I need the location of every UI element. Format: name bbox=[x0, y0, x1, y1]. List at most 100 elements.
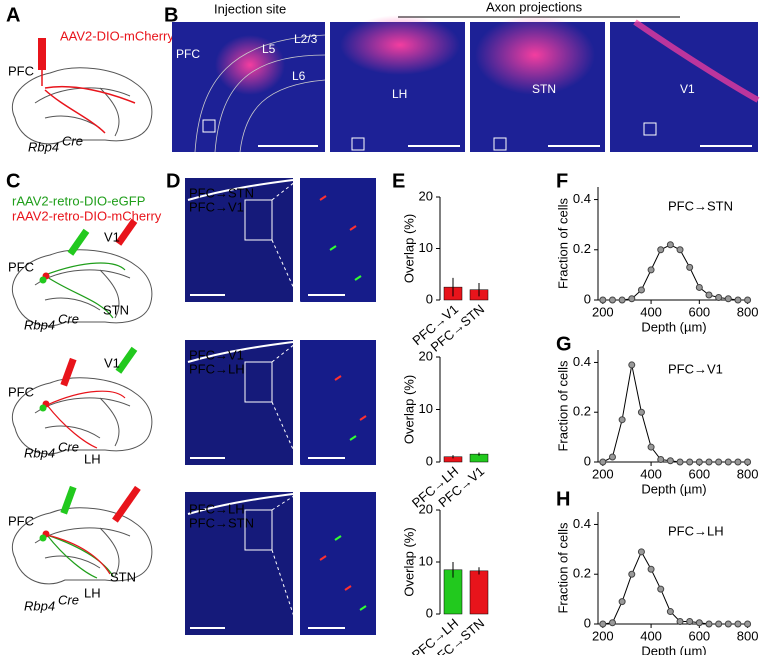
panel-letter: H bbox=[556, 488, 570, 510]
x-axis-label: Depth (µm) bbox=[641, 643, 706, 655]
region-label: V1 bbox=[104, 229, 120, 244]
y-axis-label: Overlap (%) bbox=[401, 527, 416, 596]
line bbox=[602, 364, 748, 463]
point bbox=[637, 286, 645, 294]
region-label: PFC bbox=[8, 513, 34, 528]
region-label: PFC bbox=[8, 63, 34, 78]
brain-sketch bbox=[11, 346, 153, 455]
y-tick-label: 10 bbox=[419, 240, 433, 255]
region-label: LH bbox=[84, 585, 101, 600]
y-tick-label: 0 bbox=[584, 291, 591, 306]
point bbox=[705, 291, 713, 299]
point bbox=[724, 458, 732, 466]
point bbox=[734, 296, 742, 304]
point bbox=[657, 456, 665, 464]
region-label: PFC bbox=[8, 384, 34, 399]
panel-letter: C bbox=[6, 170, 20, 192]
point bbox=[734, 458, 742, 466]
point bbox=[618, 296, 626, 304]
point bbox=[599, 620, 607, 628]
region-label: STN bbox=[110, 569, 136, 584]
point bbox=[608, 453, 616, 461]
region-label: PFC bbox=[176, 47, 200, 61]
mouse-sup: Cre bbox=[58, 592, 79, 607]
point bbox=[599, 296, 607, 304]
mouse-sup: Cre bbox=[62, 133, 83, 148]
header: Injection site bbox=[214, 1, 286, 16]
mouse-sup: Cre bbox=[58, 311, 79, 326]
y-tick-label: 0 bbox=[426, 453, 433, 468]
point bbox=[744, 458, 752, 466]
point bbox=[695, 619, 703, 627]
y-axis-label: Fraction of cells bbox=[555, 360, 570, 452]
point bbox=[637, 408, 645, 416]
point bbox=[637, 548, 645, 556]
panel-letter: D bbox=[166, 170, 180, 192]
point bbox=[715, 293, 723, 301]
y-tick-label: 0 bbox=[584, 615, 591, 630]
point bbox=[618, 416, 626, 424]
point bbox=[734, 620, 742, 628]
label-green: PFC→STN bbox=[189, 185, 254, 200]
y-tick-label: 20 bbox=[419, 501, 433, 516]
y-axis-label: Fraction of cells bbox=[555, 197, 570, 289]
x-tick-label: 600 bbox=[688, 304, 710, 319]
point bbox=[666, 457, 674, 465]
x-axis-label: Depth (µm) bbox=[641, 319, 706, 334]
brain-sketch bbox=[11, 218, 153, 327]
point bbox=[744, 296, 752, 304]
x-tick-label: 800 bbox=[737, 628, 759, 643]
x-tick-label: 800 bbox=[737, 304, 759, 319]
point bbox=[628, 295, 636, 303]
region-label: V1 bbox=[680, 82, 695, 96]
annotation: PFC→V1 bbox=[668, 361, 723, 376]
annotation: PFC→STN bbox=[668, 198, 733, 213]
point bbox=[686, 458, 694, 466]
region-label: PFC bbox=[8, 259, 34, 274]
label-red: PFC→V1 bbox=[189, 199, 244, 214]
point bbox=[695, 283, 703, 291]
point bbox=[628, 570, 636, 578]
header: Axon projections bbox=[486, 0, 583, 14]
point bbox=[676, 246, 684, 254]
region-label: LH bbox=[392, 87, 407, 101]
point bbox=[628, 361, 636, 369]
point bbox=[676, 618, 684, 626]
mouse-label: Rbp4 bbox=[24, 598, 55, 613]
virus-label: rAAV2-retro-DIO-mCherry bbox=[12, 208, 162, 223]
y-tick-label: 20 bbox=[419, 188, 433, 203]
panel-letter: B bbox=[164, 4, 178, 26]
label-red: PFC→LH bbox=[189, 361, 245, 376]
x-tick-label: 600 bbox=[688, 466, 710, 481]
point bbox=[686, 263, 694, 271]
label-green: PFC→LH bbox=[189, 501, 245, 516]
point bbox=[705, 620, 713, 628]
annotation: PFC→LH bbox=[668, 523, 724, 538]
x-tick-label: 400 bbox=[640, 466, 662, 481]
y-tick-label: 0 bbox=[584, 453, 591, 468]
point bbox=[599, 458, 607, 466]
x-tick-label: 200 bbox=[592, 304, 614, 319]
y-tick-label: 20 bbox=[419, 348, 433, 363]
x-tick-label: 400 bbox=[640, 628, 662, 643]
label-green: PFC→V1 bbox=[189, 347, 244, 362]
point bbox=[666, 241, 674, 249]
panel-letter: E bbox=[392, 170, 405, 192]
point bbox=[647, 565, 655, 573]
point bbox=[676, 458, 684, 466]
y-tick-label: 0 bbox=[426, 291, 433, 306]
point bbox=[647, 266, 655, 274]
bar bbox=[469, 570, 489, 615]
point bbox=[724, 620, 732, 628]
virus-label: AAV2-DIO-mCherry bbox=[60, 28, 174, 43]
point bbox=[686, 618, 694, 626]
virus-label: rAAV2-retro-DIO-eGFP bbox=[12, 193, 145, 208]
region-label: STN bbox=[103, 302, 129, 317]
x-tick-label: 800 bbox=[737, 466, 759, 481]
y-tick-label: 10 bbox=[419, 553, 433, 568]
point bbox=[657, 246, 665, 254]
region-label: LH bbox=[84, 451, 101, 466]
point bbox=[715, 620, 723, 628]
point bbox=[657, 585, 665, 593]
y-tick-label: 10 bbox=[419, 401, 433, 416]
